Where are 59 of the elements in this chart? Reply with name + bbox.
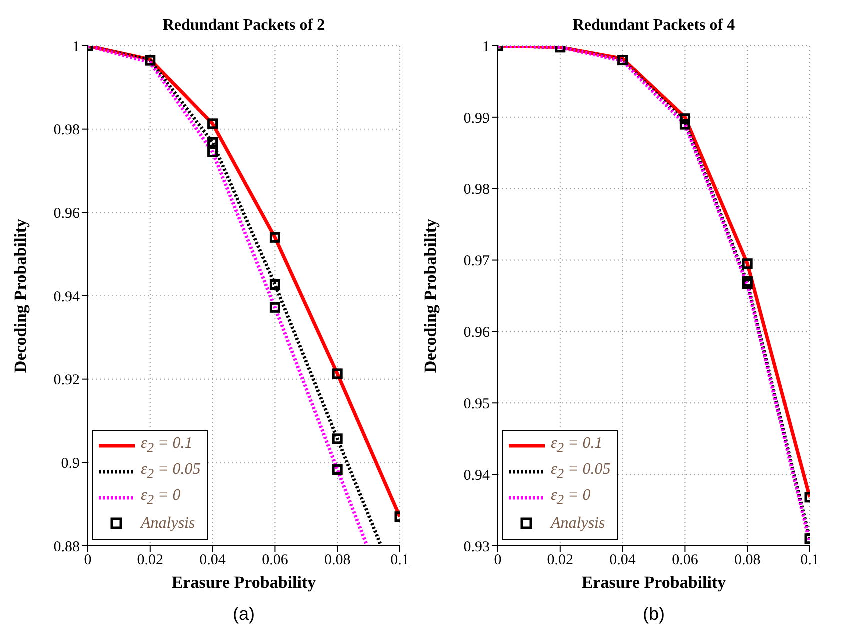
x-tick-label: 0.02: [137, 552, 164, 569]
y-tick-label: 0.95: [464, 396, 490, 412]
y-tick-label: 0.98: [464, 182, 490, 198]
point: [145, 55, 156, 66]
text: (b): [642, 604, 666, 625]
point: [742, 258, 753, 270]
y-tick-label: 0.94: [464, 468, 490, 484]
point: [270, 302, 280, 313]
point: [618, 55, 628, 66]
legend-label: ε$_{2}$ = 0.05: [141, 461, 201, 483]
legend-label: Analysis: [551, 515, 606, 533]
x-tick-label: 0.04: [200, 552, 226, 569]
legend-label: ε$_{2}$ = 0.1: [141, 435, 193, 457]
legend-label: ε$_{2}$ = 0: [141, 487, 181, 509]
y-tick-label: 0.92: [54, 372, 80, 389]
y-tick-label: 0.97: [464, 254, 490, 270]
x-tick-label: 0.08: [324, 552, 351, 569]
y-tick-label: 0.96: [464, 325, 490, 342]
y-tick-label: 1: [482, 39, 490, 56]
x-tick-label: 0.04: [610, 552, 636, 569]
x-tick-label: 0.1: [800, 552, 820, 569]
point: [742, 276, 753, 287]
x-tick-label: 0.02: [547, 552, 574, 569]
y-tick-label: 0.98: [54, 122, 80, 139]
x-tick-label: 0.06: [262, 552, 289, 569]
x-tick-label: 0.1: [390, 552, 410, 569]
legend-label: Analysis: [141, 515, 196, 533]
point: [332, 368, 343, 380]
y-tick-label: 1: [72, 39, 80, 56]
point: [270, 280, 280, 290]
chart-title: Redundant Packets of 4: [572, 17, 736, 34]
y-tick-label: 0.93: [464, 539, 490, 556]
y-tick-label: 0.9: [61, 456, 80, 472]
x-tick-label: 0: [494, 552, 502, 569]
y-tick-label: 0.94: [54, 289, 80, 306]
y-axis-title: Decoding Probability: [421, 218, 440, 374]
point: [332, 464, 343, 475]
point: [270, 232, 280, 243]
legend-label: ε$_{2}$ = 0: [551, 487, 591, 509]
y-axis-title: Decoding Probability: [11, 218, 30, 374]
point: [208, 147, 218, 158]
legend-label: ε$_{2}$ = 0.05: [551, 461, 611, 483]
y-tick-label: 0.88: [54, 539, 80, 556]
y-tick-label: 0.99: [464, 110, 490, 127]
y-tick-label: 0.96: [54, 206, 80, 222]
x-tick-label: 0.06: [672, 552, 699, 569]
x-axis-title: Erasure Probability: [172, 573, 317, 592]
x-axis-title: Erasure Probability: [582, 573, 727, 592]
point: [332, 434, 343, 444]
text: (a): [232, 604, 256, 625]
point: [680, 119, 690, 130]
point: [208, 118, 218, 130]
point: [742, 278, 753, 290]
chart-title: Redundant Packets of 2: [162, 17, 326, 34]
x-tick-label: 0.08: [734, 552, 761, 569]
legend-label: ε$_{2}$ = 0.1: [551, 435, 603, 457]
point: [680, 114, 690, 124]
x-tick-label: 0: [84, 552, 92, 569]
point: [208, 137, 218, 148]
